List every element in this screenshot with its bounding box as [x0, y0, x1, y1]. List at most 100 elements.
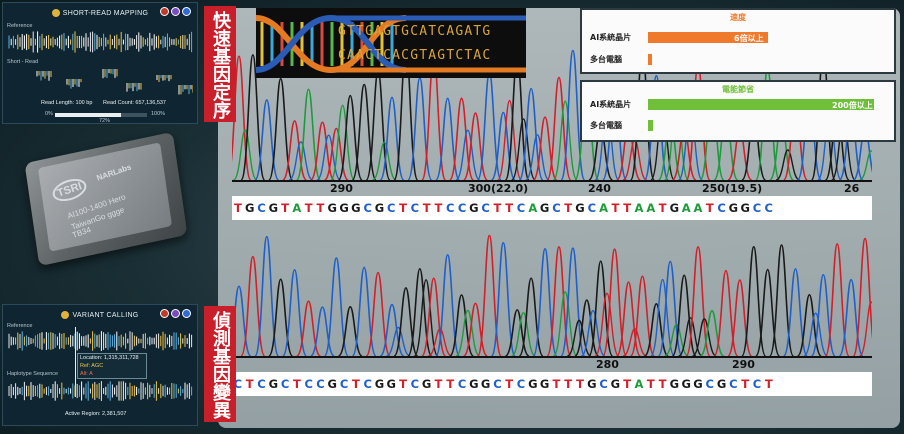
haplotype-wave — [8, 381, 193, 401]
logo-icon-1 — [160, 309, 169, 318]
base-G: G — [716, 377, 727, 391]
variant-ref: Ref: AGC — [80, 363, 104, 369]
peak-T — [713, 269, 739, 356]
label-detect-variants: 偵測基因變異 — [204, 306, 236, 422]
label-detect-variants-text: 偵測基因變異 — [210, 311, 231, 419]
chromatogram-bottom-axis — [232, 356, 872, 358]
base-C: C — [457, 377, 467, 391]
peak-C — [254, 235, 280, 356]
base-T: T — [564, 201, 573, 215]
speed-bar-chip — [648, 32, 768, 43]
tick-label: 290 — [330, 182, 353, 195]
power-bar-chip — [648, 99, 874, 110]
peak-T — [532, 116, 558, 180]
reference-label-variant: Reference — [7, 323, 33, 329]
base-T: T — [611, 201, 620, 215]
peak-G — [775, 149, 800, 180]
peak-G — [643, 302, 669, 356]
base-G: G — [575, 201, 585, 215]
base-C: C — [387, 201, 396, 215]
peak-A — [330, 104, 356, 180]
peak-C — [518, 87, 544, 180]
tick-label: 300(22.0) — [468, 182, 529, 195]
power-title: 電能節省 — [722, 85, 754, 94]
progress-start-label: 0% — [45, 111, 53, 117]
label-fast-sequencing-text: 快速基因定序 — [210, 11, 231, 119]
panel-title-mapping: SHORT-READ MAPPING — [3, 9, 197, 23]
short-read-label: Short - Read — [7, 59, 39, 65]
variant-info-box — [77, 353, 147, 379]
base-G: G — [681, 377, 691, 391]
base-C: C — [316, 377, 325, 391]
peak-C — [490, 111, 516, 180]
peak-A — [552, 100, 578, 180]
base-C: C — [257, 377, 266, 391]
base-G: G — [587, 377, 597, 391]
base-C: C — [410, 201, 420, 215]
peak-C — [524, 134, 550, 180]
short-read-clusters — [36, 69, 193, 95]
peak-A — [859, 150, 872, 180]
base-C: C — [764, 201, 773, 215]
base-A: A — [646, 201, 656, 215]
peak-T — [594, 292, 620, 356]
logo-icon-3 — [182, 7, 191, 16]
base-T: T — [446, 377, 455, 391]
peak-G — [504, 309, 530, 356]
base-C: C — [752, 377, 762, 391]
base-C: C — [410, 377, 420, 391]
panel-title-variant-text: VARIANT CALLING — [72, 311, 139, 319]
base-T: T — [281, 201, 290, 215]
base-G: G — [339, 201, 349, 215]
variant-calling-panel: VARIANT CALLING Reference Location: 1,31… — [2, 304, 198, 426]
base-C: C — [516, 377, 526, 391]
peak-G — [337, 305, 363, 356]
panel-title-mapping-text: SHORT-READ MAPPING — [62, 9, 149, 17]
base-C: C — [705, 377, 714, 391]
peak-C — [490, 242, 516, 356]
base-T: T — [576, 377, 584, 391]
base-G: G — [374, 201, 385, 215]
hexagon-icon — [61, 311, 70, 319]
power-row-chip-label: AI系統晶片 — [590, 100, 632, 109]
base-C: C — [363, 201, 372, 215]
base-T: T — [705, 201, 714, 215]
peak-G — [741, 246, 767, 356]
base-G: G — [528, 377, 538, 391]
power-comparison-box: 電能節省 AI系統晶片 多台電腦 200倍以上 — [580, 80, 896, 142]
dna-sequence-upper: GTTGAGTGCATCAGATG — [338, 24, 492, 39]
base-T: T — [422, 201, 431, 215]
peak-G — [574, 299, 600, 356]
base-G: G — [693, 377, 703, 391]
panel-mapping-logos — [160, 7, 191, 16]
base-C: C — [729, 377, 738, 391]
base-G: G — [268, 201, 279, 215]
base-G: G — [728, 201, 739, 215]
base-G: G — [327, 377, 337, 391]
base-C: C — [599, 377, 608, 391]
progress-end-label: 100% — [151, 111, 166, 117]
base-T: T — [434, 377, 443, 391]
peak-T — [427, 328, 453, 356]
base-G: G — [539, 201, 550, 215]
base-G: G — [268, 377, 279, 391]
read-count: Read Count: 657,136,537 — [103, 100, 166, 106]
peak-C — [386, 326, 411, 356]
base-C: C — [552, 201, 561, 215]
variant-alt: Alt: A — [80, 371, 93, 377]
active-region: Active Region: 2,381,507 — [65, 411, 127, 417]
reference-wave-mapping — [8, 31, 193, 53]
peak-G — [240, 54, 266, 180]
tick-row-bottom: 280 290 — [232, 358, 872, 372]
base-G: G — [421, 377, 432, 391]
tick-label: 250(19.5) — [702, 182, 763, 195]
peak-T — [602, 248, 628, 356]
peak-A — [552, 291, 578, 356]
base-T: T — [741, 377, 750, 391]
base-T: T — [658, 201, 667, 215]
peak-T — [462, 302, 489, 356]
logo-icon-3 — [182, 309, 191, 318]
base-C: C — [304, 377, 313, 391]
base-T: T — [505, 377, 514, 391]
tick-row-top: 290 300(22.0) 240 250(19.5) 26 — [232, 182, 872, 196]
